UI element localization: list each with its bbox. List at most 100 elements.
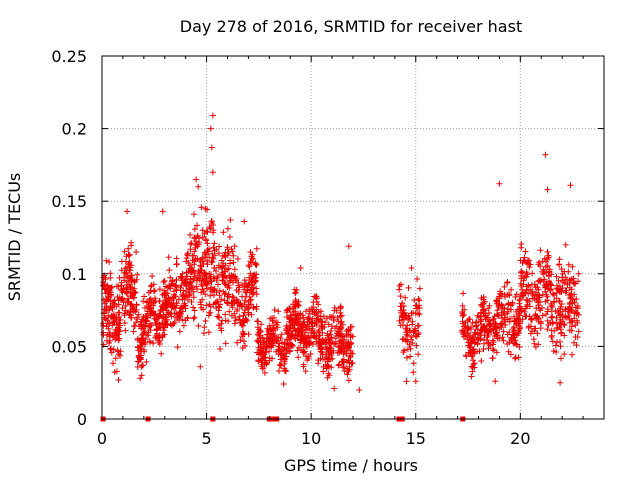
data-point xyxy=(296,328,303,335)
data-point xyxy=(190,315,197,322)
data-point xyxy=(211,285,218,292)
data-point xyxy=(571,315,578,322)
data-point xyxy=(537,278,544,285)
data-point xyxy=(407,345,414,352)
data-point xyxy=(474,326,481,333)
data-point xyxy=(566,301,573,307)
data-point xyxy=(556,298,563,305)
data-point xyxy=(413,342,420,349)
data-point xyxy=(180,287,187,294)
data-point xyxy=(231,243,238,250)
data-point xyxy=(201,278,208,285)
data-point xyxy=(118,267,125,274)
data-point xyxy=(521,308,528,315)
data-point xyxy=(237,337,244,344)
data-point xyxy=(324,346,331,353)
data-point xyxy=(315,301,322,308)
data-point xyxy=(567,319,573,326)
data-point xyxy=(345,243,352,250)
data-point xyxy=(306,310,313,317)
data-point xyxy=(100,322,107,329)
data-point xyxy=(557,343,564,350)
data-point xyxy=(521,254,528,261)
data-point xyxy=(206,254,213,261)
data-point xyxy=(278,351,284,357)
data-point xyxy=(273,319,279,326)
data-point xyxy=(517,324,524,331)
data-point xyxy=(120,285,127,292)
data-point xyxy=(477,313,484,320)
data-point xyxy=(273,321,280,328)
data-point xyxy=(415,322,422,329)
data-point xyxy=(231,320,238,327)
data-point xyxy=(304,321,311,328)
data-point xyxy=(287,306,294,312)
data-point xyxy=(469,368,476,375)
data-point xyxy=(234,255,241,262)
data-point xyxy=(169,322,175,329)
data-point xyxy=(249,278,256,285)
data-point xyxy=(520,281,527,288)
data-point xyxy=(551,299,558,306)
data-point xyxy=(337,333,344,340)
data-point xyxy=(551,292,558,299)
data-point xyxy=(504,310,511,317)
data-point xyxy=(283,344,290,351)
data-point xyxy=(304,357,311,364)
data-point xyxy=(542,288,549,295)
data-point xyxy=(172,293,179,300)
data-point xyxy=(136,352,143,359)
data-point xyxy=(534,284,541,291)
data-point xyxy=(106,320,113,327)
data-point xyxy=(128,272,135,279)
data-point xyxy=(330,339,337,346)
data-point xyxy=(258,321,265,328)
data-point xyxy=(239,329,246,335)
data-point xyxy=(245,304,252,311)
data-point xyxy=(294,347,301,354)
data-point xyxy=(288,316,295,323)
data-point xyxy=(182,293,189,300)
data-point xyxy=(279,339,286,346)
data-point xyxy=(347,332,354,339)
data-point xyxy=(311,333,318,340)
data-point xyxy=(561,322,568,328)
data-point xyxy=(506,318,513,325)
data-point xyxy=(207,125,214,132)
data-point xyxy=(224,246,231,253)
data-point xyxy=(199,286,206,293)
data-points xyxy=(100,112,582,393)
data-point xyxy=(187,262,194,269)
data-point xyxy=(204,257,211,264)
data-point xyxy=(106,340,112,346)
data-point xyxy=(161,292,168,299)
data-point xyxy=(143,358,150,365)
data-point xyxy=(566,284,573,291)
data-point xyxy=(287,322,294,329)
data-point xyxy=(200,306,207,313)
data-point xyxy=(544,317,551,324)
data-point xyxy=(306,306,313,313)
data-point xyxy=(168,280,175,287)
data-point xyxy=(226,234,233,240)
data-point xyxy=(107,291,114,298)
data-point xyxy=(321,324,328,330)
data-point xyxy=(122,307,129,314)
data-point xyxy=(556,261,562,268)
data-point xyxy=(535,298,542,305)
data-point xyxy=(471,364,478,371)
data-point xyxy=(490,327,497,333)
data-point xyxy=(188,298,195,305)
data-point xyxy=(178,275,185,282)
data-point xyxy=(313,293,320,300)
data-point xyxy=(266,348,273,355)
data-point xyxy=(549,319,556,326)
data-point xyxy=(345,377,352,384)
data-point xyxy=(124,290,130,297)
data-point xyxy=(236,313,243,320)
data-point xyxy=(287,348,293,355)
data-point xyxy=(325,321,332,328)
data-point xyxy=(215,313,222,320)
data-point xyxy=(567,294,574,301)
